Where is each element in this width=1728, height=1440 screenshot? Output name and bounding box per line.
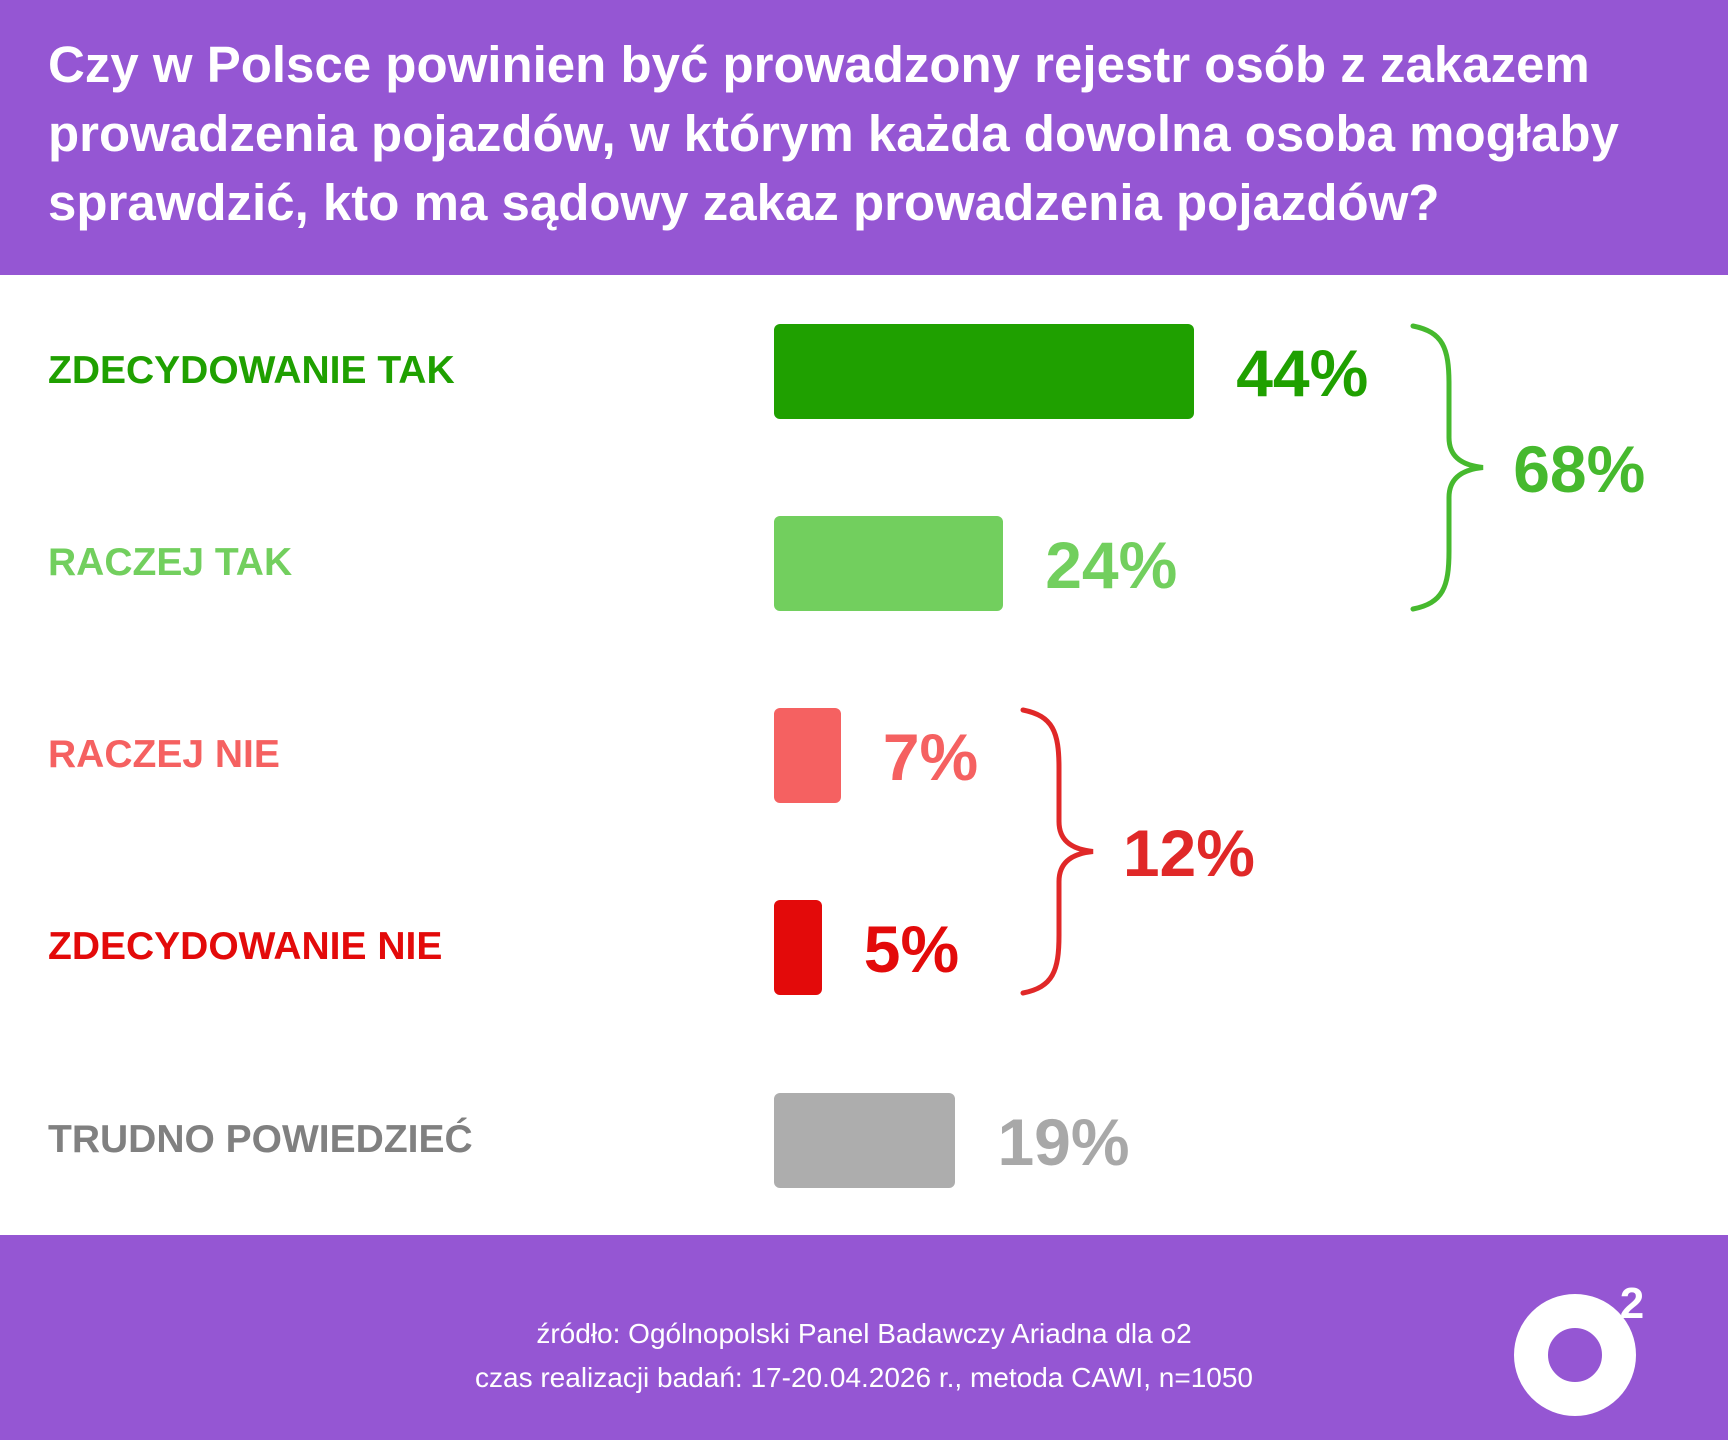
source-text: źródło: Ogólnopolski Panel Badawczy Aria… bbox=[536, 1318, 1192, 1349]
category-label: ZDECYDOWANIE TAK bbox=[48, 349, 455, 392]
bar bbox=[774, 899, 822, 995]
header-banner: Czy w Polsce powinien być prowadzony rej… bbox=[0, 0, 1728, 275]
value-label: 5% bbox=[863, 912, 960, 986]
value-label: 24% bbox=[1045, 528, 1178, 602]
bar bbox=[774, 323, 1195, 419]
footer-banner: źródło: Ogólnopolski Panel Badawczy Aria… bbox=[0, 1235, 1728, 1440]
group-total-label: 68% bbox=[1513, 432, 1646, 506]
page-title: Czy w Polsce powinien być prowadzony rej… bbox=[48, 36, 1619, 231]
o2-logo: 2 bbox=[1514, 1279, 1644, 1416]
group-brace bbox=[1410, 323, 1484, 611]
bar bbox=[774, 1092, 956, 1188]
group-total-label: 12% bbox=[1122, 816, 1255, 890]
survey-details: czas realizacji badań: 17-20.04.2026 r.,… bbox=[475, 1362, 1253, 1393]
bar bbox=[774, 707, 841, 803]
category-label: TRUDNO POWIEDZIEĆ bbox=[48, 1118, 473, 1161]
svg-text:2: 2 bbox=[1620, 1279, 1644, 1328]
bar bbox=[774, 515, 1004, 611]
category-label: RACZEJ TAK bbox=[48, 541, 293, 584]
category-label: ZDECYDOWANIE NIE bbox=[48, 925, 443, 968]
category-label: RACZEJ NIE bbox=[48, 733, 280, 776]
value-label: 19% bbox=[997, 1105, 1130, 1179]
value-label: 7% bbox=[882, 720, 979, 794]
group-brace bbox=[1020, 707, 1094, 995]
bar-chart: ZDECYDOWANIE TAK 44% RACZEJ TAK 24% RACZEJ N… bbox=[0, 275, 1728, 1235]
value-label: 44% bbox=[1236, 336, 1369, 410]
